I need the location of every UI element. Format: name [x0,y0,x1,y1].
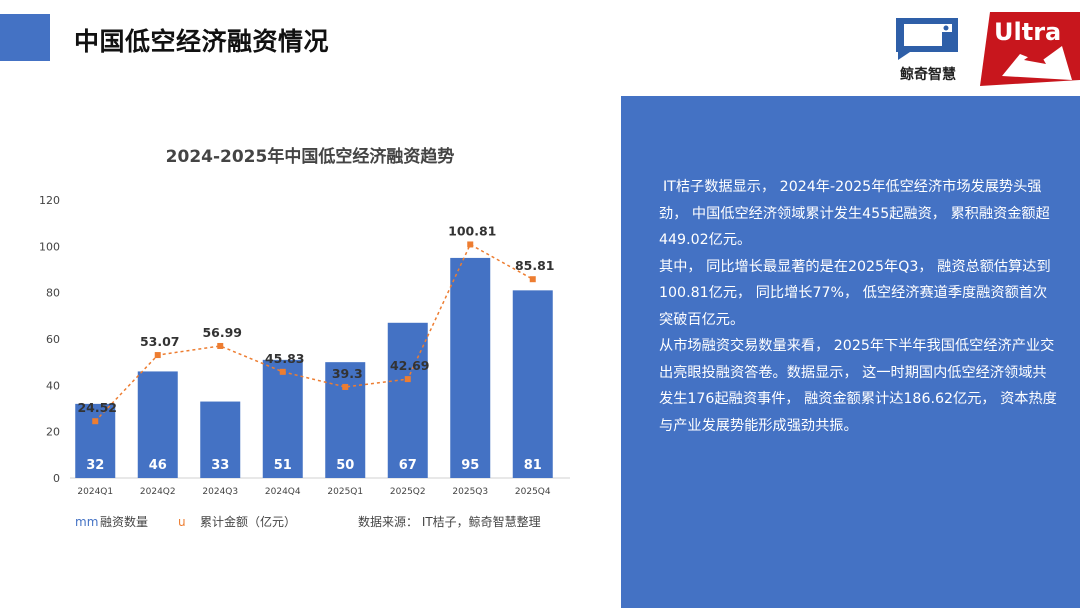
bar-value-label: 95 [461,458,479,473]
bar-value-label: 50 [336,458,354,473]
summary-paragraph-3: 从市场融资交易数量来看， 2025年下半年我国低空经济产业交出亮眼投融资答卷。数… [659,338,1057,434]
ultra-logo-icon: Ultra [980,12,1080,86]
ultra-logo-text: Ultra [994,18,1061,46]
summary-paragraph-2: 其中， 同比增长最显著的是在2025年Q3， 融资总额估算达到100.81亿元，… [659,258,1051,328]
line-value-label: 39.3 [332,366,363,381]
line-value-label: 53.07 [140,334,180,349]
line-value-label: 45.83 [265,351,305,366]
line-value-label: 100.81 [448,223,496,238]
y-tick-label: 80 [46,287,60,300]
bar [450,257,491,478]
legend-line-label: 累计金额（亿元） [200,514,296,529]
x-tick-label: 2024Q1 [77,487,113,497]
jingqi-logo-icon [896,18,958,60]
x-tick-label: 2024Q4 [265,487,301,497]
y-tick-label: 40 [46,379,60,392]
bar [512,290,553,478]
bar-value-label: 51 [274,458,292,473]
summary-panel: IT桔子数据显示， 2024年-2025年低空经济市场发展势头强劲， 中国低空经… [621,96,1080,608]
legend-bar-marker: mm [75,515,98,529]
financing-trend-chart: 2024-2025年中国低空经济融资趋势 0 20 40 60 80 100 120 32 202… [39,146,570,529]
bar [137,371,178,478]
bar-value-label: 33 [211,458,229,473]
y-tick-label: 60 [46,333,60,346]
line-point [154,352,161,359]
y-tick-label: 0 [53,472,60,485]
x-tick-label: 2025Q3 [452,487,488,497]
y-tick-label: 100 [39,240,60,253]
line-value-label: 56.99 [202,325,242,340]
bar [387,322,428,478]
bar [325,362,366,478]
title-accent-block [0,14,50,61]
bar [200,401,241,478]
bar [75,403,116,478]
chart-area: 2024-2025年中国低空经济融资趋势 0 20 40 60 80 100 120 32 202… [0,130,600,540]
summary-paragraph-1: IT桔子数据显示， 2024年-2025年低空经济市场发展势头强劲， 中国低空经… [659,179,1050,248]
jingqi-logo: 鲸奇智慧 [888,12,968,86]
x-tick-label: 2024Q2 [140,487,176,497]
bar-value-label: 67 [399,458,417,473]
line-point [404,376,411,383]
x-tick-label: 2025Q1 [327,487,363,497]
y-tick-label: 120 [39,194,60,207]
source-note: 数据来源： IT桔子，鲸奇智慧整理 [358,514,541,529]
bar-value-label: 46 [149,458,167,473]
cumulative-amount-line [94,243,534,422]
bar [262,359,303,478]
summary-text: IT桔子数据显示， 2024年-2025年低空经济市场发展势头强劲， 中国低空经… [659,174,1059,439]
line-point [217,342,224,349]
jingqi-logo-label: 鲸奇智慧 [900,67,956,83]
line-point [529,276,536,283]
line-point [279,368,286,375]
line-value-label: 42.69 [390,358,430,373]
legend-bar-label: 融资数量 [100,514,148,529]
line-point [342,383,349,390]
chart-title: 2024-2025年中国低空经济融资趋势 [166,146,455,167]
legend-line-marker: u [178,515,186,529]
x-tick-label: 2025Q2 [390,487,426,497]
x-tick-label: 2025Q4 [515,487,551,497]
x-tick-label: 2024Q3 [202,487,238,497]
line-point [92,418,99,425]
bar-value-label: 32 [86,458,104,473]
line-point [467,241,474,248]
ultra-logo: Ultra [980,10,1080,88]
line-value-label: 24.52 [77,400,117,415]
y-tick-label: 20 [46,426,60,439]
page-title: 中国低空经济融资情况 [74,27,330,56]
bar-value-label: 81 [524,458,542,473]
line-value-label: 85.81 [515,258,555,273]
